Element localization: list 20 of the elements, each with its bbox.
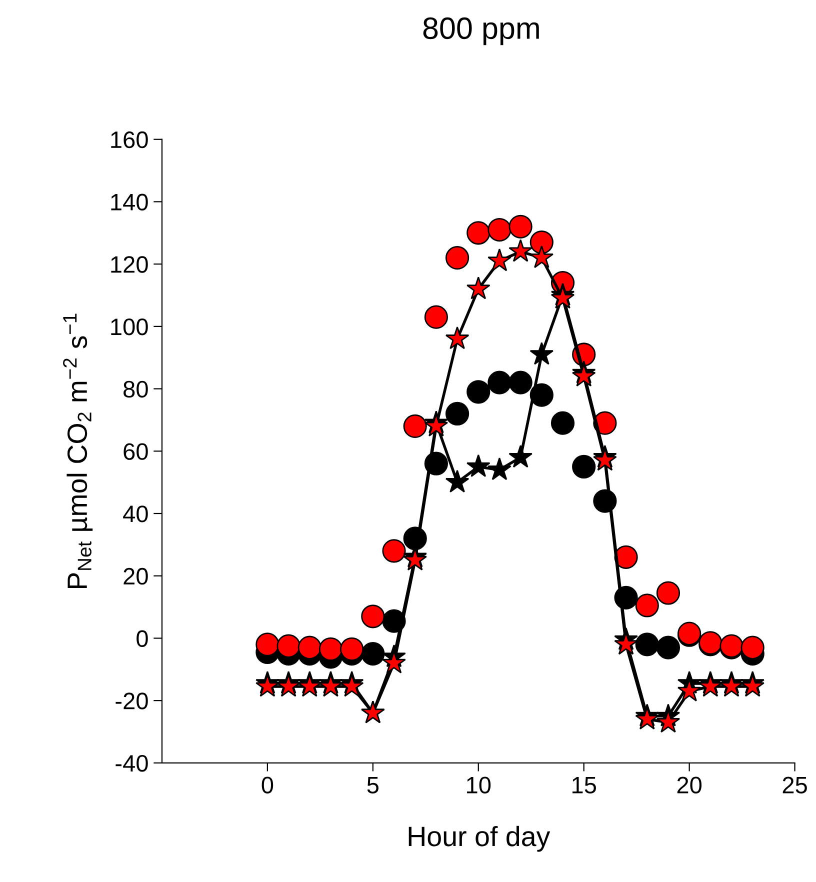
y-tick-label: -40 <box>116 755 148 772</box>
x-tick-label: 0 <box>262 776 274 794</box>
y-tick-label: 40 <box>123 506 148 522</box>
y-tick-label: 60 <box>124 443 148 460</box>
y-tick-label: 120 <box>111 256 148 273</box>
x-tick-label: 20 <box>677 776 702 794</box>
y-tick-label: 20 <box>124 568 148 585</box>
x-tick-label: 25 <box>782 776 807 794</box>
chart-title: 800 ppm <box>423 17 539 46</box>
y-tick-label: -20 <box>116 692 148 710</box>
y-tick-label: 140 <box>111 194 148 210</box>
y-tick-label: 160 <box>111 131 148 148</box>
y-tick-label: 80 <box>124 380 148 398</box>
y-axis-title: P$_{Net}$ µmol CO$_{2}$ m$^{−2}$ s$^{−1}$ <box>63 314 93 588</box>
x-tick-label: 5 <box>367 776 378 794</box>
y-tick-label: 100 <box>111 318 148 336</box>
x-axis-title: Hour of day <box>408 826 550 852</box>
x-tick-label: 10 <box>467 776 491 794</box>
y-tick-label: 0 <box>136 630 148 648</box>
x-tick-label: 15 <box>572 776 596 794</box>
